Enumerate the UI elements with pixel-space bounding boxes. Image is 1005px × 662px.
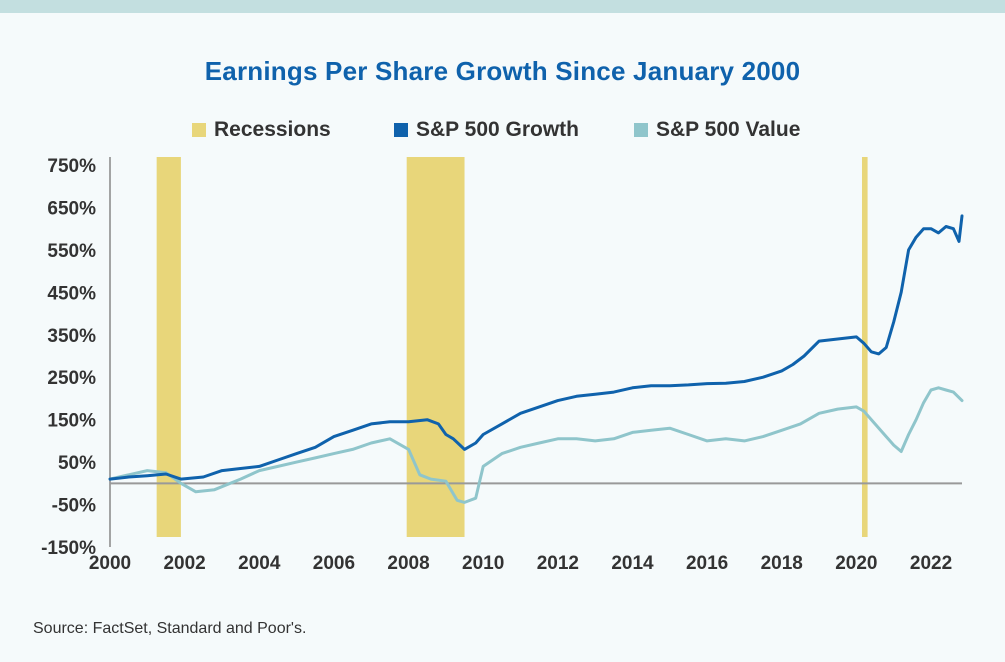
x-tick-label: 2016 <box>686 553 728 574</box>
legend-label-recessions: Recessions <box>214 118 331 141</box>
y-tick-label: -50% <box>52 496 96 517</box>
y-tick-label: 650% <box>47 198 96 219</box>
y-tick-label: 250% <box>47 368 96 389</box>
legend-item-sp500-value: S&P 500 Value <box>634 118 800 142</box>
y-tick-label: 50% <box>58 453 96 474</box>
x-tick-label: 2000 <box>89 553 131 574</box>
legend-swatch-sp500-growth <box>394 123 408 137</box>
x-tick-label: 2012 <box>537 553 579 574</box>
recession-band-3 <box>861 157 868 537</box>
legend-swatch-recessions <box>192 123 206 137</box>
x-tick-label: 2006 <box>313 553 355 574</box>
chart-title: Earnings Per Share Growth Since January … <box>204 56 801 86</box>
y-tick-label: 750% <box>47 156 96 177</box>
legend-label-sp500-growth: S&P 500 Growth <box>416 118 579 141</box>
legend-label-sp500-value: S&P 500 Value <box>656 118 801 141</box>
y-tick-label: 450% <box>47 283 96 304</box>
recession-band-2 <box>406 157 465 537</box>
y-tick-label: 350% <box>47 326 96 347</box>
legend-item-recessions: Recessions <box>192 118 331 142</box>
legend-item-sp500-growth: S&P 500 Growth <box>394 118 579 142</box>
x-tick-label: 2014 <box>611 553 654 574</box>
x-tick-label: 2010 <box>462 553 504 574</box>
series-line-s-p-500-value <box>108 386 964 504</box>
x-tick-label: 2020 <box>835 553 877 574</box>
source-note: Source: FactSet, Standard and Poor's. <box>33 620 307 637</box>
x-tick-label: 2008 <box>387 553 429 574</box>
top-band <box>0 0 1005 13</box>
y-tick-label: 550% <box>47 241 96 262</box>
x-tick-label: 2018 <box>761 553 803 574</box>
x-tick-label: 2022 <box>910 553 952 574</box>
y-tick-label: -150% <box>41 538 96 559</box>
series-line-s-p-500-growth <box>108 214 964 481</box>
legend: Recessions S&P 500 Growth S&P 500 Value <box>0 118 1005 144</box>
y-tick-label: 150% <box>47 411 96 432</box>
x-tick-label: 2002 <box>163 553 205 574</box>
x-tick-label: 2004 <box>238 553 281 574</box>
legend-swatch-sp500-value <box>634 123 648 137</box>
